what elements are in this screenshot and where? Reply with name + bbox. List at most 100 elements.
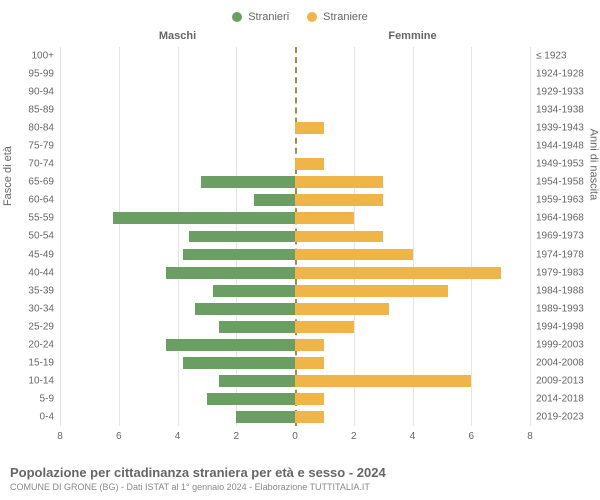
age-label: 100+ bbox=[4, 51, 60, 62]
bar-female bbox=[295, 267, 501, 279]
x-tick-label: 0 bbox=[292, 431, 298, 442]
footer-title: Popolazione per cittadinanza straniera p… bbox=[10, 465, 386, 480]
x-tick-label: 4 bbox=[175, 431, 181, 442]
age-label: 85-89 bbox=[4, 105, 60, 116]
x-tick-label: 4 bbox=[410, 431, 416, 442]
bar-male bbox=[183, 357, 295, 369]
birth-year-label: 1949-1953 bbox=[530, 159, 596, 170]
age-row: 90-941929-1933 bbox=[60, 83, 530, 101]
birth-year-label: 1989-1993 bbox=[530, 303, 596, 314]
age-row: 30-341989-1993 bbox=[60, 300, 530, 318]
bar-female bbox=[295, 249, 413, 261]
bar-male bbox=[236, 411, 295, 423]
x-tick-label: 8 bbox=[57, 431, 63, 442]
x-tick-label: 8 bbox=[527, 431, 533, 442]
birth-year-label: 1974-1978 bbox=[530, 249, 596, 260]
header-femmine: Femmine bbox=[295, 30, 530, 42]
age-label: 25-29 bbox=[4, 321, 60, 332]
bar-female bbox=[295, 231, 383, 243]
x-tick-label: 2 bbox=[233, 431, 239, 442]
birth-year-label: ≤ 1923 bbox=[530, 51, 596, 62]
age-row: 45-491974-1978 bbox=[60, 246, 530, 264]
bar-female bbox=[295, 158, 324, 170]
age-label: 75-79 bbox=[4, 141, 60, 152]
age-row: 95-991924-1928 bbox=[60, 65, 530, 83]
birth-year-label: 1954-1958 bbox=[530, 177, 596, 188]
bar-male bbox=[201, 176, 295, 188]
age-label: 45-49 bbox=[4, 249, 60, 260]
age-row: 15-192004-2008 bbox=[60, 354, 530, 372]
footer: Popolazione per cittadinanza straniera p… bbox=[10, 465, 386, 492]
bar-female bbox=[295, 285, 448, 297]
age-label: 80-84 bbox=[4, 123, 60, 134]
bar-male bbox=[207, 393, 295, 405]
birth-year-label: 1959-1963 bbox=[530, 195, 596, 206]
birth-year-label: 1934-1938 bbox=[530, 105, 596, 116]
age-row: 75-791944-1948 bbox=[60, 137, 530, 155]
age-row: 50-541969-1973 bbox=[60, 227, 530, 245]
bar-female bbox=[295, 375, 471, 387]
birth-year-label: 2014-2018 bbox=[530, 393, 596, 404]
age-label: 65-69 bbox=[4, 177, 60, 188]
bar-female bbox=[295, 122, 324, 134]
bar-male bbox=[219, 321, 295, 333]
legend-swatch-m bbox=[232, 12, 242, 22]
age-label: 50-54 bbox=[4, 231, 60, 242]
legend-label-f: Straniere bbox=[323, 11, 368, 23]
x-tick-label: 6 bbox=[468, 431, 474, 442]
birth-year-label: 2009-2013 bbox=[530, 375, 596, 386]
bar-male bbox=[219, 375, 295, 387]
footer-subtitle: COMUNE DI GRONE (BG) - Dati ISTAT al 1° … bbox=[10, 482, 386, 492]
bar-female bbox=[295, 303, 389, 315]
age-label: 15-19 bbox=[4, 357, 60, 368]
age-label: 95-99 bbox=[4, 69, 60, 80]
bar-male bbox=[254, 194, 295, 206]
age-row: 10-142009-2013 bbox=[60, 372, 530, 390]
birth-year-label: 1929-1933 bbox=[530, 87, 596, 98]
age-label: 10-14 bbox=[4, 375, 60, 386]
age-row: 35-391984-1988 bbox=[60, 282, 530, 300]
birth-year-label: 1944-1948 bbox=[530, 141, 596, 152]
age-label: 5-9 bbox=[4, 393, 60, 404]
age-row: 70-741949-1953 bbox=[60, 155, 530, 173]
birth-year-label: 2004-2008 bbox=[530, 357, 596, 368]
age-row: 20-241999-2003 bbox=[60, 336, 530, 354]
bar-female bbox=[295, 339, 324, 351]
age-label: 60-64 bbox=[4, 195, 60, 206]
rows-container: 100+≤ 192395-991924-192890-941929-193385… bbox=[60, 47, 530, 426]
age-row: 80-841939-1943 bbox=[60, 119, 530, 137]
legend-swatch-f bbox=[307, 12, 317, 22]
bar-female bbox=[295, 194, 383, 206]
birth-year-label: 2019-2023 bbox=[530, 411, 596, 422]
bar-female bbox=[295, 176, 383, 188]
age-label: 20-24 bbox=[4, 339, 60, 350]
bar-male bbox=[166, 339, 295, 351]
birth-year-label: 1999-2003 bbox=[530, 339, 596, 350]
age-row: 40-441979-1983 bbox=[60, 264, 530, 282]
age-label: 30-34 bbox=[4, 303, 60, 314]
age-label: 70-74 bbox=[4, 159, 60, 170]
age-label: 40-44 bbox=[4, 267, 60, 278]
bar-male bbox=[113, 212, 295, 224]
bar-male bbox=[183, 249, 295, 261]
age-row: 25-291994-1998 bbox=[60, 318, 530, 336]
age-row: 85-891934-1938 bbox=[60, 101, 530, 119]
age-label: 35-39 bbox=[4, 285, 60, 296]
birth-year-label: 1979-1983 bbox=[530, 267, 596, 278]
age-row: 60-641959-1963 bbox=[60, 191, 530, 209]
x-tick-label: 2 bbox=[351, 431, 357, 442]
legend-item-straniere: Straniere bbox=[307, 6, 368, 28]
bar-female bbox=[295, 321, 354, 333]
header-row: Maschi Femmine bbox=[60, 30, 530, 42]
bar-male bbox=[189, 231, 295, 243]
bar-female bbox=[295, 393, 324, 405]
age-row: 55-591964-1968 bbox=[60, 209, 530, 227]
bar-male bbox=[195, 303, 295, 315]
birth-year-label: 1994-1998 bbox=[530, 321, 596, 332]
legend-item-stranieri: Stranieri bbox=[232, 6, 289, 28]
age-row: 65-691954-1958 bbox=[60, 173, 530, 191]
bar-female bbox=[295, 212, 354, 224]
header-maschi: Maschi bbox=[60, 30, 295, 42]
age-row: 0-42019-2023 bbox=[60, 408, 530, 426]
age-label: 90-94 bbox=[4, 87, 60, 98]
